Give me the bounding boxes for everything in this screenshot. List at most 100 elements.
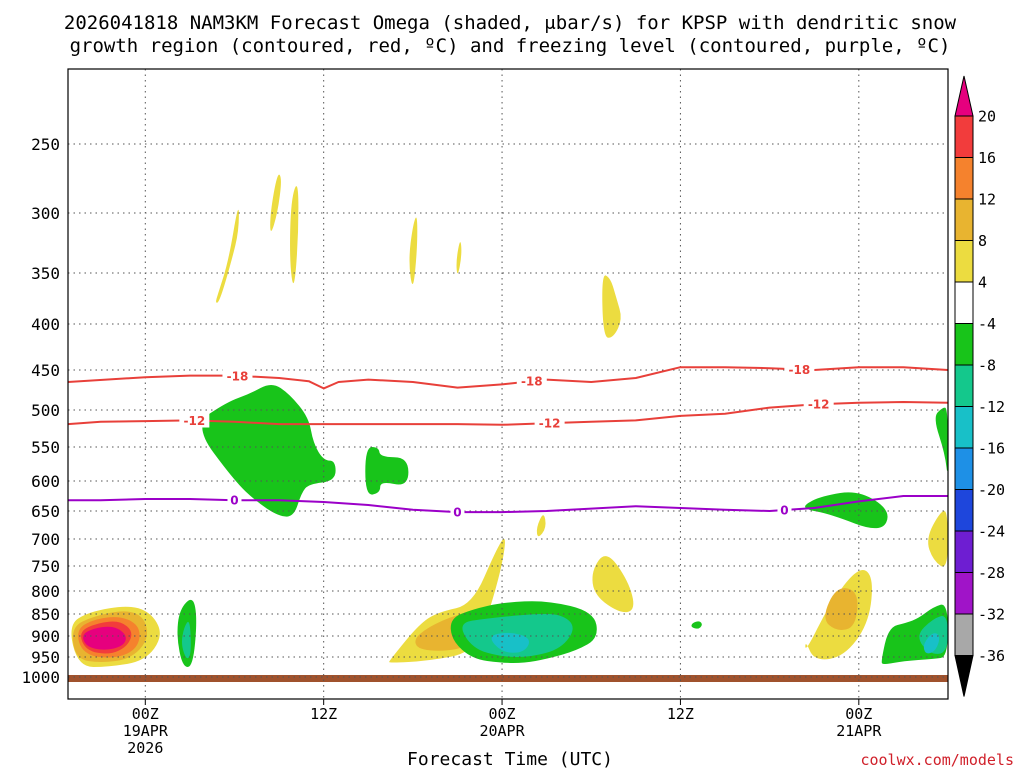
- colorbar-swatch-9: [954, 447, 974, 490]
- x-tick-label-48-2: 21APR: [836, 722, 882, 740]
- colorbar: 20 16 12 8 4 -4 -8 -12 -16 -20 -24 -28 -32 -36: [954, 75, 1005, 697]
- omega-region-pos-9: [456, 242, 462, 274]
- omega-region-neg-3: [365, 447, 409, 495]
- colorbar-swatch-0: [954, 75, 974, 117]
- omega-region-neg-12: [935, 407, 948, 472]
- colorbar-label-3: 8: [978, 232, 987, 250]
- colorbar-swatch-5: [954, 281, 974, 324]
- y-tick-label-450: 450: [31, 361, 60, 380]
- contour-freezing-level: [68, 495, 948, 514]
- contour-label-dgz-bottom-2: -12: [808, 398, 830, 412]
- colorbar-label-7: -12: [978, 398, 1005, 416]
- contour-label-bg-freezing-level-0: [227, 493, 242, 508]
- y-tick-label-650: 650: [31, 502, 60, 521]
- contour-label-bg-dgz-top-0: [222, 368, 253, 383]
- omega-region-pos-7: [290, 186, 299, 284]
- colorbar-label-5: -4: [978, 315, 996, 333]
- plot-area: -18 -18 -18 -12 -12 -12 0 0 0: [68, 69, 948, 699]
- omega-region-neg-1: [181, 621, 191, 659]
- contour-label-dgz-top-2: -18: [789, 363, 811, 377]
- omega-region-pos-14: [536, 515, 546, 537]
- x-tick-label-0-2: 19APR: [123, 722, 169, 740]
- x-tick-label-24-2: 20APR: [479, 722, 525, 740]
- omega-region-pos-10: [602, 275, 621, 338]
- y-tick-label-800: 800: [31, 582, 60, 601]
- y-tick-label-700: 700: [31, 530, 60, 549]
- contour-label-freezing-level-2: 0: [780, 504, 788, 518]
- omega-region-neg-6: [491, 632, 530, 653]
- colorbar-label-12: -32: [978, 606, 1005, 624]
- omega-region-neg-10: [923, 633, 940, 654]
- colorbar-swatch-7: [954, 364, 974, 407]
- y-tick-label-400: 400: [31, 315, 60, 334]
- omega-region-pos-8: [409, 217, 418, 285]
- colorbar-swatch-12: [954, 572, 974, 615]
- y-tick-label-900: 900: [31, 627, 60, 646]
- contour-label-bg-freezing-level-1: [450, 505, 465, 520]
- colorbar-label-10: -24: [978, 523, 1005, 541]
- y-tick-label-300: 300: [31, 204, 60, 223]
- colorbar-label-2: 12: [978, 191, 996, 209]
- x-tick-label-0-1: 00Z: [132, 705, 159, 723]
- colorbar-label-13: -36: [978, 647, 1005, 665]
- branding-link[interactable]: coolwx.com/models: [860, 751, 1014, 768]
- colorbar-swatch-2: [954, 157, 974, 200]
- ground-band: [68, 675, 948, 682]
- y-tick-label-600: 600: [31, 472, 60, 491]
- colorbar-swatch-4: [954, 240, 974, 283]
- contour-label-bg-dgz-top-2: [784, 362, 815, 377]
- x-tick-label-0-3: 2026: [127, 739, 163, 757]
- contour-label-bg-freezing-level-2: [777, 503, 792, 517]
- contour-label-dgz-top-0: -18: [227, 369, 249, 383]
- contour-label-freezing-level-0: 0: [230, 494, 238, 508]
- y-tick-label-500: 500: [31, 401, 60, 420]
- x-tick-label-12-1: 12Z: [310, 705, 337, 723]
- plot-inner: -18 -18 -18 -12 -12 -12 0 0 0: [68, 69, 948, 699]
- colorbar-swatch-13: [954, 613, 974, 656]
- contour-label-bg-dgz-bottom-0: [179, 413, 210, 428]
- x-tick-label-48-1: 00Z: [845, 705, 872, 723]
- colorbar-swatch-1: [954, 115, 974, 158]
- contour-label-dgz-top-1: -18: [521, 375, 543, 389]
- omega-region-pos-15: [592, 556, 634, 613]
- colorbar-swatch-14: [954, 655, 974, 697]
- x-tick-label-24-1: 00Z: [489, 705, 516, 723]
- contour-label-bg-dgz-bottom-2: [803, 397, 834, 412]
- y-tick-label-850: 850: [31, 605, 60, 624]
- omega-region-pos-17: [825, 588, 858, 630]
- omega-region-neg-7: [691, 621, 702, 629]
- omega-region-pos-5: [216, 209, 239, 303]
- omega-region-neg-2: [202, 385, 336, 517]
- contour-label-dgz-bottom-0: -12: [184, 414, 206, 428]
- y-tick-label-750: 750: [31, 557, 60, 576]
- colorbar-label-8: -16: [978, 440, 1005, 458]
- omega-region-pos-6: [270, 174, 281, 231]
- colorbar-label-4: 4: [978, 274, 987, 292]
- omega-region-pos-4: [83, 626, 126, 650]
- colorbar-swatch-3: [954, 198, 974, 241]
- contour-label-bg-dgz-bottom-1: [534, 416, 565, 431]
- colorbar-label-0: 20: [978, 108, 996, 126]
- colorbar-label-9: -20: [978, 481, 1005, 499]
- colorbar-swatch-11: [954, 530, 974, 573]
- y-tick-label-250: 250: [31, 135, 60, 154]
- chart-title-line2: growth region (contoured, red, ºC) and f…: [70, 35, 951, 57]
- y-tick-label-1000: 1000: [21, 668, 60, 687]
- colorbar-label-1: 16: [978, 149, 996, 167]
- axes: 250 300 350 400 450 500 550 600 650 700 750 800 850 9…: [21, 68, 949, 757]
- colorbar-swatch-6: [954, 323, 974, 366]
- contour-label-dgz-bottom-1: -12: [539, 417, 561, 431]
- y-tick-label-350: 350: [31, 264, 60, 283]
- contour-label-freezing-level-1: 0: [453, 506, 461, 520]
- plot-frame: [67, 68, 949, 700]
- colorbar-swatch-8: [954, 406, 974, 449]
- colorbar-label-6: -8: [978, 357, 996, 375]
- colorbar-swatch-10: [954, 489, 974, 532]
- x-tick-label-36-1: 12Z: [667, 705, 694, 723]
- chart-title-line1: 2026041818 NAM3KM Forecast Omega (shaded…: [64, 12, 957, 34]
- contour-label-bg-dgz-top-1: [516, 374, 547, 389]
- y-tick-label-550: 550: [31, 438, 60, 457]
- y-tick-label-950: 950: [31, 648, 60, 667]
- x-axis-label: Forecast Time (UTC): [407, 749, 613, 768]
